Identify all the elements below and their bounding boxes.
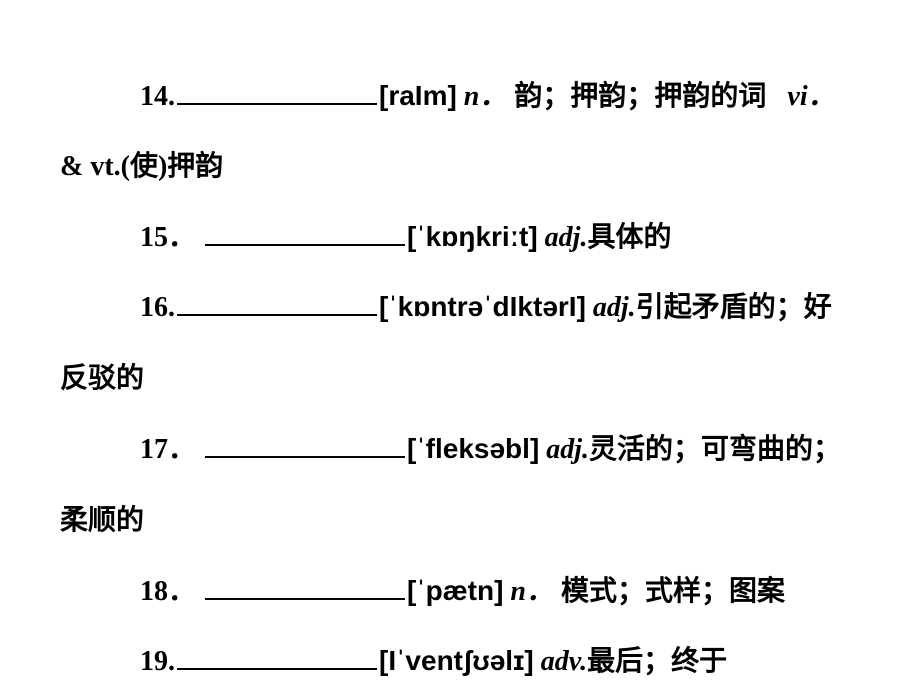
vocab-item-cont: & vt.(使)押韵: [60, 141, 860, 193]
definition-cont: 柔顺的: [60, 504, 144, 535]
blank-input[interactable]: [177, 645, 377, 670]
vocab-item: 18． [ˈpætn] n． 模式；式样；图案: [60, 565, 860, 618]
definition: 具体的: [587, 221, 671, 252]
phonetic: [Iˈventʃʊəlɪ]: [379, 645, 534, 676]
definition: 灵活的；可弯曲的；: [589, 433, 841, 464]
item-number: 14.: [140, 81, 175, 112]
phonetic: [ˈfleksəbl]: [407, 433, 539, 464]
definition: 最后；终于: [587, 645, 727, 676]
phonetic: [ˈkɒŋkriːt]: [407, 221, 538, 252]
blank-input[interactable]: [177, 80, 377, 105]
item-number: 15．: [140, 222, 196, 253]
definition-cont: 反驳的: [60, 362, 144, 393]
vocab-item: 14. [raIm] n． 韵；押韵；押韵的词 vi．: [60, 70, 860, 123]
part-of-speech: n．: [464, 81, 508, 112]
vocab-item: 16. [ˈkɒntrəˈdIktərI] adj.引起矛盾的；好: [60, 281, 860, 334]
worksheet-page: 14. [raIm] n． 韵；押韵；押韵的词 vi． & vt.(使)押韵 15…: [0, 0, 920, 690]
definition: 韵；押韵；押韵的词: [514, 80, 766, 111]
part-of-speech: vi．: [787, 81, 835, 112]
phonetic: [ˈpætn]: [407, 575, 503, 606]
phonetic: [raIm]: [379, 80, 457, 111]
continuation-text: & vt.(使)押韵: [60, 151, 223, 182]
definition: 模式；式样；图案: [561, 575, 785, 606]
part-of-speech: n．: [510, 576, 554, 607]
item-number: 19.: [140, 646, 175, 677]
vocab-item: 15． [ˈkɒŋkriːt] adj.具体的: [60, 211, 860, 264]
blank-input[interactable]: [205, 433, 405, 458]
part-of-speech: adj.: [546, 434, 589, 465]
definition: 引起矛盾的；好: [636, 291, 832, 322]
part-of-speech: adj.: [593, 292, 636, 323]
part-of-speech: adv.: [541, 646, 587, 677]
vocab-item: 17． [ˈfleksəbl] adj.灵活的；可弯曲的；: [60, 423, 860, 476]
blank-input[interactable]: [205, 574, 405, 599]
blank-input[interactable]: [205, 220, 405, 245]
vocab-item-cont: 柔顺的: [60, 494, 860, 547]
vocab-item-cont: 反驳的: [60, 352, 860, 405]
part-of-speech: adj.: [545, 222, 588, 253]
vocab-item: 19. [Iˈventʃʊəlɪ] adv.最后；终于: [60, 635, 860, 688]
phonetic: [ˈkɒntrəˈdIktərI]: [379, 291, 586, 322]
item-number: 17．: [140, 434, 196, 465]
item-number: 18．: [140, 576, 196, 607]
blank-input[interactable]: [177, 291, 377, 316]
item-number: 16.: [140, 292, 175, 323]
